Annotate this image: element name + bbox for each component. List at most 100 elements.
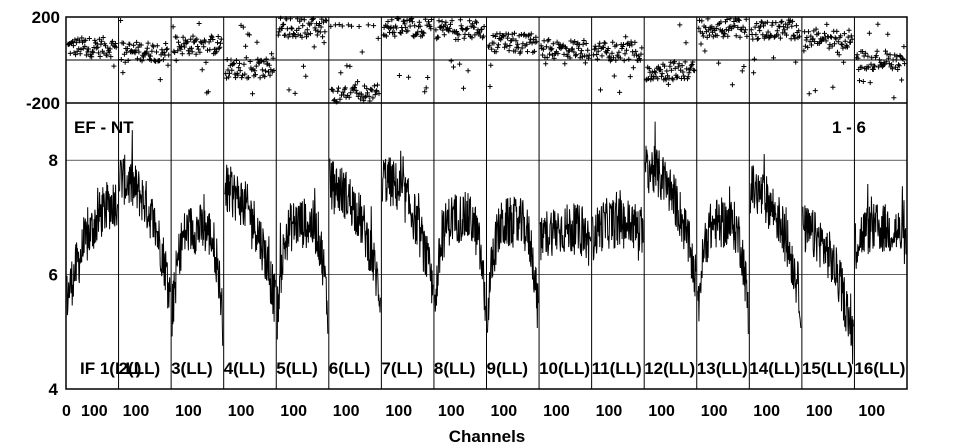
phase-point: [203, 59, 209, 65]
phase-point: [104, 52, 110, 58]
phase-point: [405, 28, 411, 34]
phase-point: [793, 23, 799, 29]
phase-point: [359, 49, 365, 55]
phase-point: [751, 56, 757, 62]
phase-point: [196, 21, 202, 26]
phase-point: [829, 43, 835, 49]
phase-point: [186, 51, 192, 57]
x-tick-label: 100: [385, 403, 412, 420]
phase-point: [632, 39, 638, 45]
phase-point: [828, 34, 834, 40]
phase-point: [465, 68, 471, 74]
phase-point: [69, 40, 75, 45]
phase-point: [815, 30, 821, 36]
phase-point: [691, 68, 697, 74]
phase-point: [242, 71, 248, 77]
phase-point: [257, 75, 263, 81]
phase-point: [321, 40, 327, 46]
phase-point: [352, 82, 358, 88]
phase-point: [373, 89, 379, 95]
phase-point: [681, 73, 687, 79]
phase-point: [866, 30, 872, 36]
if-label: 16(LL): [854, 359, 905, 378]
phase-point: [838, 33, 844, 39]
phase-point: [107, 46, 113, 52]
phase-point: [410, 33, 416, 39]
phase-point: [741, 64, 747, 69]
x-tick-label: 100: [123, 403, 150, 420]
phase-point: [582, 60, 588, 66]
phase-point: [241, 61, 247, 67]
phase-point: [766, 35, 772, 41]
phase-point: [488, 62, 494, 68]
phase-point: [336, 85, 341, 91]
phase-point: [860, 49, 866, 55]
phase-point: [500, 33, 506, 38]
phase-point: [626, 56, 632, 62]
x-tick-label: 100: [543, 403, 570, 420]
phase-point: [562, 61, 568, 67]
phase-point: [159, 47, 165, 53]
phase-point: [501, 33, 507, 39]
phase-point: [314, 32, 320, 38]
phase-point: [684, 66, 690, 72]
phase-point: [659, 73, 664, 79]
phase-point: [753, 32, 759, 38]
phase-point: [438, 24, 443, 30]
phase-point: [724, 17, 730, 22]
phase-point: [406, 74, 412, 80]
phase-point: [179, 51, 185, 57]
phase-point: [714, 33, 720, 39]
phase-y-tick-label: 200: [32, 8, 60, 27]
phase-point: [175, 48, 181, 54]
phase-point: [337, 96, 343, 102]
amp-series-line: [329, 158, 381, 313]
phase-point: [493, 49, 499, 55]
phase-point: [834, 28, 840, 34]
phase-point: [489, 46, 495, 52]
phase-point: [375, 35, 381, 41]
phase-point: [262, 74, 268, 80]
phase-point: [875, 21, 881, 27]
phase-point: [291, 31, 296, 37]
chart-labels: 0 100 IF 1(LL) 100 2(LL) 100 3(LL) 100 4(LL) 100 5…: [26, 8, 905, 420]
phase-point: [509, 31, 515, 37]
phase-point: [74, 48, 80, 54]
phase-point: [533, 34, 539, 40]
phase-point: [470, 21, 476, 27]
phase-point: [72, 37, 78, 43]
phase-point: [662, 63, 667, 69]
phase-point: [610, 39, 616, 45]
phase-point: [369, 87, 375, 93]
phase-point: [229, 67, 235, 73]
amp-series-line: [749, 153, 802, 329]
phase-point: [611, 55, 616, 61]
phase-point: [699, 18, 705, 24]
amp-series-line: [66, 182, 119, 316]
phase-point: [232, 71, 238, 77]
x-tick-label: 100: [280, 403, 307, 420]
phase-point: [454, 29, 460, 34]
phase-point: [134, 39, 140, 45]
phase-point: [365, 22, 371, 28]
phase-point: [896, 63, 902, 69]
phase-point: [73, 52, 79, 58]
phase-point: [700, 33, 706, 39]
x-tick-label: 100: [333, 403, 360, 420]
phase-point: [733, 33, 739, 39]
phase-point: [409, 19, 415, 25]
phase-point: [67, 50, 73, 56]
phase-point: [544, 55, 550, 61]
phase-point: [740, 24, 746, 30]
phase-point: [492, 34, 498, 39]
phase-point: [655, 64, 661, 70]
phase-point: [707, 32, 712, 38]
phase-point: [617, 89, 623, 95]
phase-point: [849, 36, 855, 42]
if-label: IF 1(LL): [80, 359, 141, 378]
phase-point: [239, 75, 245, 81]
phase-point: [122, 59, 128, 65]
phase-point: [366, 93, 372, 99]
phase-point: [139, 58, 145, 64]
phase-point: [82, 43, 88, 49]
